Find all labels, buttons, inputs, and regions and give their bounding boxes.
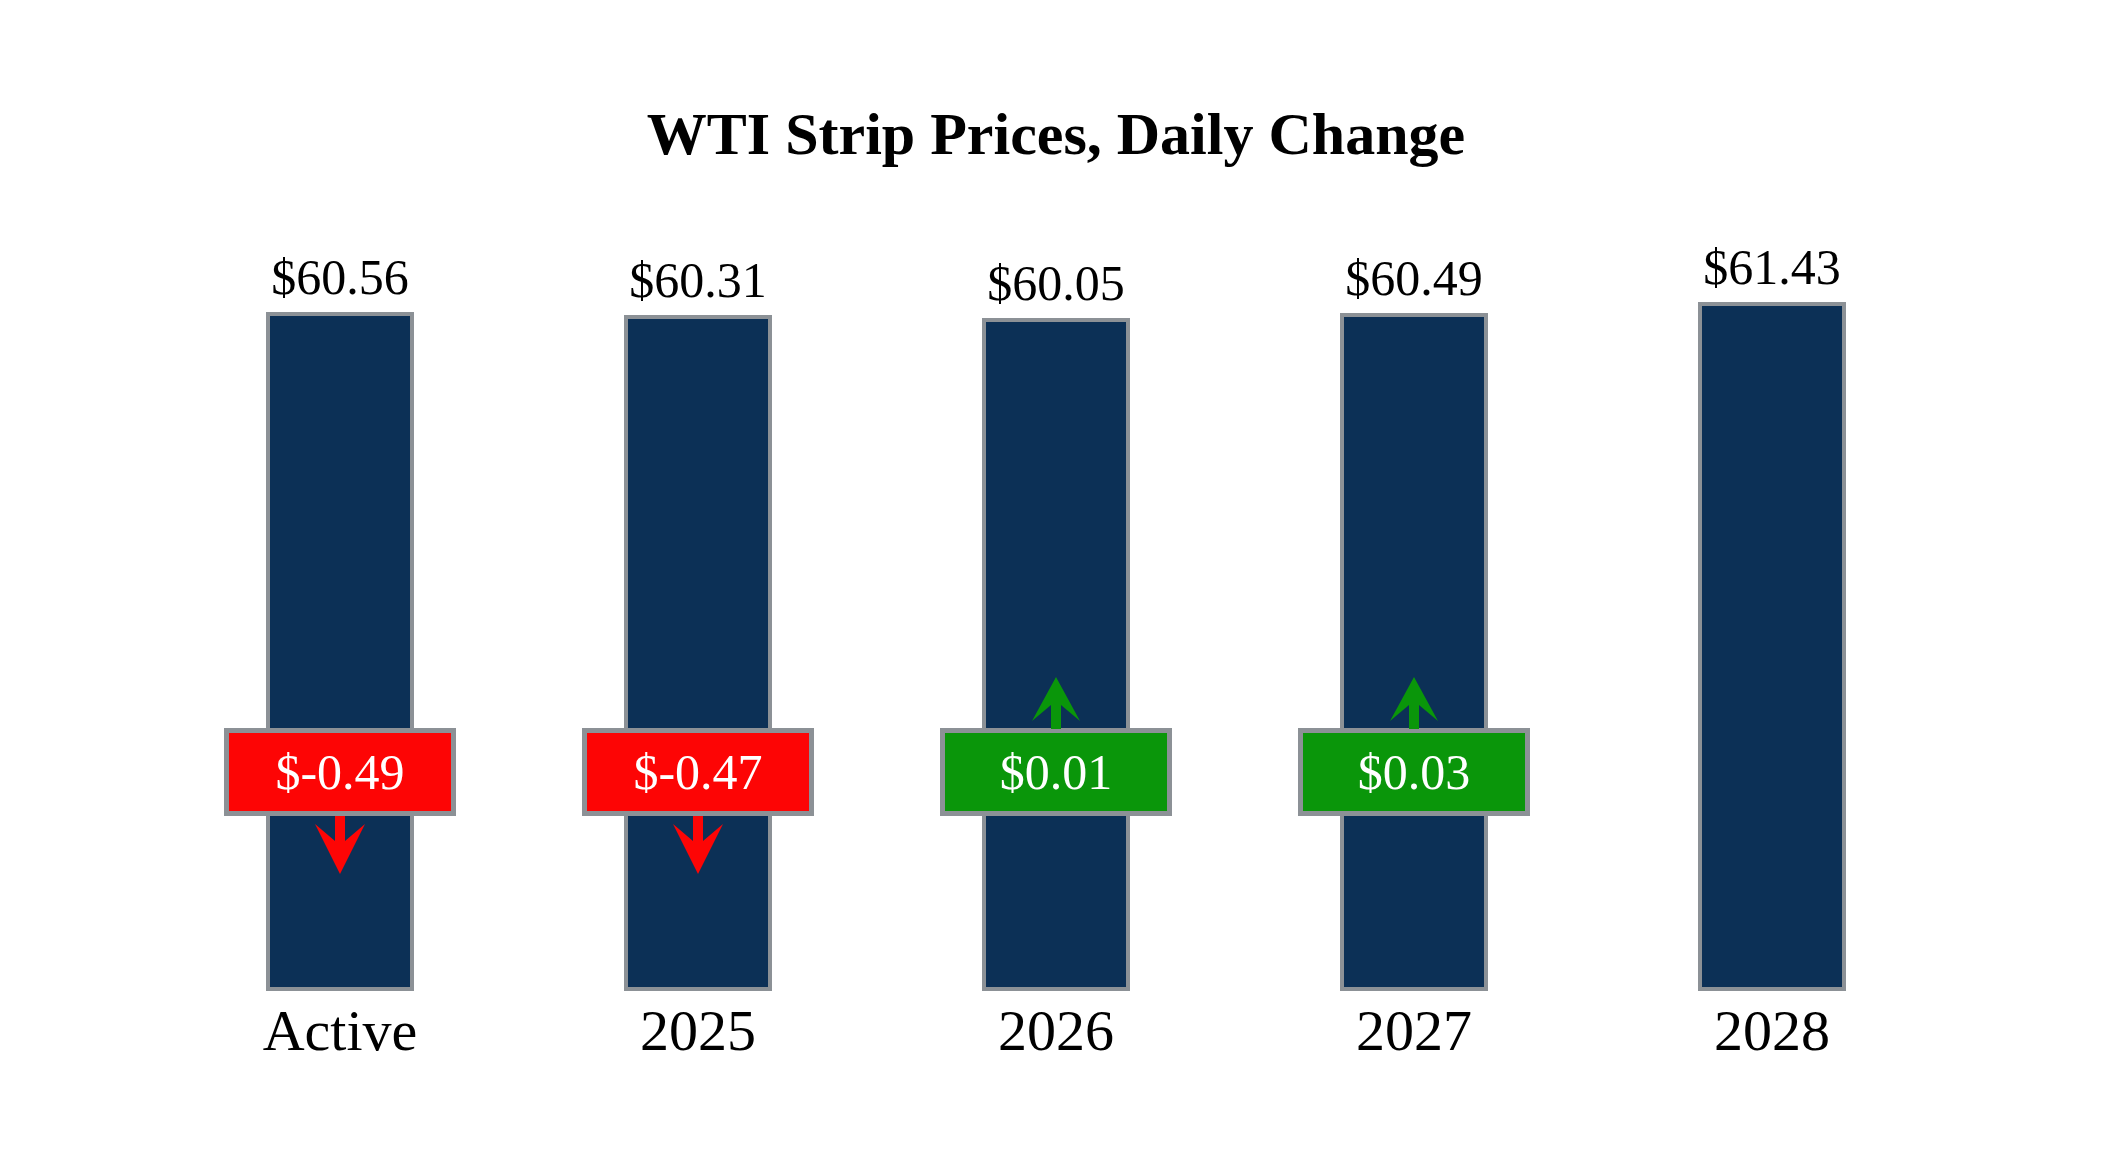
bar xyxy=(1340,313,1488,991)
wti-strip-chart: WTI Strip Prices, Daily Change $60.56 Act… xyxy=(0,0,2112,1152)
change-badge: $-0.49 xyxy=(224,728,456,816)
bar xyxy=(1698,302,1846,991)
bar xyxy=(266,312,414,991)
bar xyxy=(624,315,772,991)
up-arrow-icon xyxy=(1029,677,1083,729)
category-label: Active xyxy=(160,1002,520,1060)
down-arrow-icon xyxy=(670,816,726,874)
category-label: 2028 xyxy=(1592,1002,1952,1060)
up-arrow-icon xyxy=(1387,677,1441,729)
change-badge: $0.03 xyxy=(1298,728,1530,816)
bar xyxy=(982,318,1130,991)
down-arrow-icon xyxy=(312,816,368,874)
bar-value-label: $60.05 xyxy=(876,258,1236,308)
category-label: 2026 xyxy=(876,1002,1236,1060)
bar-value-label: $60.56 xyxy=(160,252,520,302)
category-label: 2025 xyxy=(518,1002,878,1060)
bar-value-label: $60.49 xyxy=(1234,253,1594,303)
bar-value-label: $61.43 xyxy=(1592,242,1952,292)
change-badge: $0.01 xyxy=(940,728,1172,816)
category-label: 2027 xyxy=(1234,1002,1594,1060)
chart-title: WTI Strip Prices, Daily Change xyxy=(0,103,2112,165)
bar-value-label: $60.31 xyxy=(518,255,878,305)
change-badge: $-0.47 xyxy=(582,728,814,816)
